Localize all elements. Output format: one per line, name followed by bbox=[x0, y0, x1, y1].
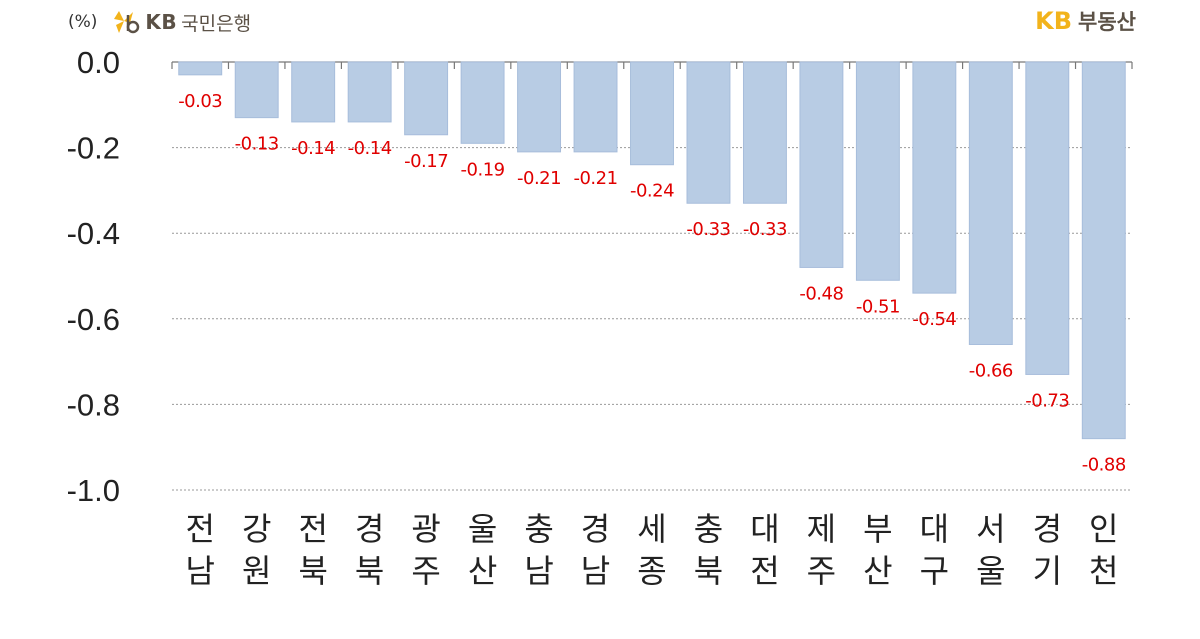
x-tick-label: 인 bbox=[1089, 510, 1118, 548]
bar bbox=[742, 61, 787, 204]
kb-realestate-name: 부동산 bbox=[1078, 10, 1136, 34]
bar bbox=[573, 61, 618, 153]
x-tick-label: 광 bbox=[411, 510, 440, 548]
y-tick-label: -0.8 bbox=[67, 387, 120, 422]
kb-bank-name: 국민은행 bbox=[181, 12, 252, 35]
bar bbox=[799, 61, 844, 268]
x-tick-label: 대 bbox=[750, 510, 779, 548]
x-tick-label: 북 bbox=[694, 552, 723, 590]
bar bbox=[1025, 61, 1070, 375]
data-label: -0.21 bbox=[573, 168, 617, 189]
x-tick-label: 주 bbox=[807, 552, 836, 590]
x-tick-label: 남 bbox=[524, 552, 553, 590]
bar bbox=[460, 61, 505, 144]
x-tick-label: 주 bbox=[411, 552, 440, 590]
x-tick-label: 남 bbox=[186, 552, 215, 590]
x-tick-label: 경 bbox=[355, 510, 384, 548]
data-label: -0.21 bbox=[517, 168, 561, 189]
bar bbox=[630, 61, 674, 166]
x-tick-label: 경 bbox=[1033, 510, 1062, 548]
chart-header-left: (%) KB 국민은행 bbox=[68, 8, 251, 36]
data-label: -0.19 bbox=[461, 159, 505, 180]
x-tick-label: 전 bbox=[298, 510, 327, 548]
x-tick-label: 종 bbox=[637, 552, 666, 590]
bar bbox=[1081, 61, 1126, 440]
bar bbox=[517, 61, 562, 153]
x-tick-label: 강 bbox=[242, 510, 271, 548]
data-label: -0.03 bbox=[178, 91, 222, 112]
y-tick-label: -0.6 bbox=[67, 302, 120, 337]
x-tick-label: 전 bbox=[186, 510, 215, 548]
kb-star-icon bbox=[114, 11, 140, 34]
bar bbox=[178, 61, 223, 76]
bar bbox=[347, 61, 392, 123]
bar bbox=[912, 61, 957, 294]
kb-realestate-brand: KB bbox=[1035, 7, 1073, 35]
x-tick-label: 세 bbox=[637, 510, 666, 548]
x-tick-label: 산 bbox=[863, 552, 892, 590]
data-label: -0.33 bbox=[743, 219, 787, 240]
y-tick-label: -1.0 bbox=[67, 473, 120, 508]
data-label: -0.66 bbox=[969, 360, 1013, 381]
data-label: -0.24 bbox=[630, 181, 674, 202]
unit-label: (%) bbox=[68, 12, 98, 32]
data-label: -0.14 bbox=[348, 138, 392, 159]
x-tick-label: 북 bbox=[355, 552, 384, 590]
x-tick-label: 원 bbox=[242, 552, 271, 590]
data-label: -0.14 bbox=[291, 138, 335, 159]
kb-realestate-logo: KB 부동산 bbox=[1035, 6, 1136, 36]
bar bbox=[968, 61, 1013, 345]
x-tick-label: 울 bbox=[976, 552, 1005, 590]
data-label: -0.48 bbox=[799, 283, 843, 304]
bar bbox=[686, 61, 731, 204]
data-label: -0.51 bbox=[856, 296, 900, 317]
x-tick-label: 천 bbox=[1089, 552, 1118, 590]
x-tick-label: 서 bbox=[976, 510, 1005, 548]
data-label: -0.13 bbox=[235, 134, 279, 155]
x-tick-label: 부 bbox=[863, 510, 892, 548]
bar bbox=[404, 61, 449, 136]
data-label: -0.33 bbox=[686, 219, 730, 240]
y-tick-label: -0.2 bbox=[67, 131, 120, 166]
x-tick-label: 제 bbox=[807, 510, 836, 548]
y-tick-label: -0.4 bbox=[67, 216, 120, 251]
x-tick-label: 남 bbox=[581, 552, 610, 590]
data-label: -0.54 bbox=[912, 309, 956, 330]
bar bbox=[855, 61, 900, 281]
x-tick-label: 기 bbox=[1033, 552, 1062, 590]
kb-bank-logo: KB 국민은행 bbox=[111, 9, 251, 36]
x-tick-label: 울 bbox=[468, 510, 497, 548]
x-tick-label: 전 bbox=[750, 552, 779, 590]
x-tick-label: 산 bbox=[468, 552, 497, 590]
kb-bank-brand: KB bbox=[145, 10, 178, 34]
x-tick-label: 북 bbox=[298, 552, 327, 590]
x-tick-label: 경 bbox=[581, 510, 610, 548]
bar bbox=[234, 61, 279, 119]
bar bbox=[291, 61, 336, 123]
x-tick-label: 대 bbox=[920, 510, 949, 548]
data-label: -0.17 bbox=[404, 151, 448, 172]
x-tick-label: 구 bbox=[920, 552, 949, 590]
data-label: -0.88 bbox=[1082, 455, 1126, 476]
x-tick-label: 충 bbox=[524, 510, 553, 548]
data-label: -0.73 bbox=[1025, 390, 1069, 411]
x-tick-label: 충 bbox=[694, 510, 723, 548]
y-tick-label: 0.0 bbox=[77, 45, 120, 80]
